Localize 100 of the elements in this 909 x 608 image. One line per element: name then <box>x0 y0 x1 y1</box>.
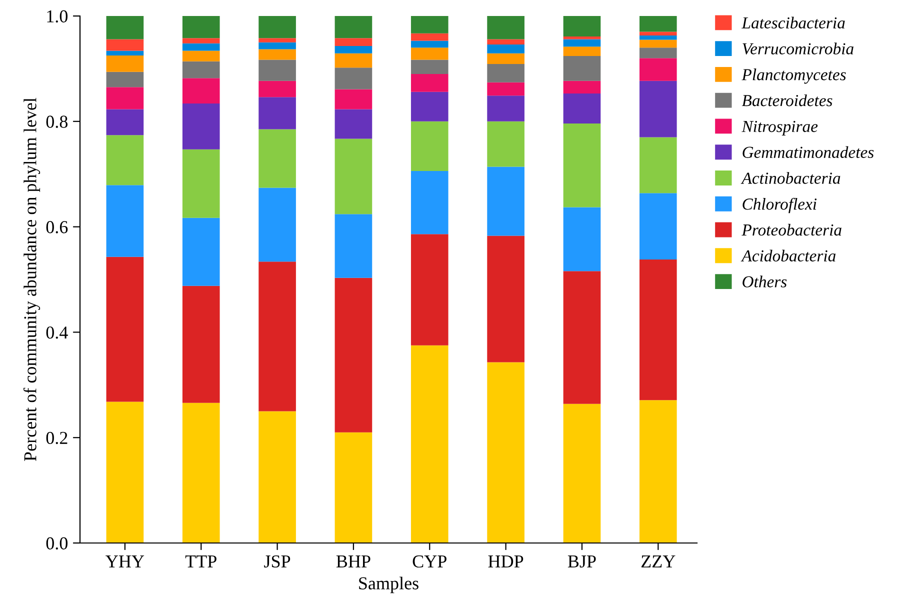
bar <box>258 60 296 81</box>
bar <box>487 236 524 362</box>
bar <box>410 33 448 41</box>
bar <box>334 109 372 139</box>
bar <box>487 166 524 236</box>
bar <box>182 78 220 104</box>
bar <box>639 137 677 194</box>
bar <box>487 82 524 96</box>
bar <box>258 16 296 38</box>
x-tick-label: ZZY <box>641 556 676 568</box>
legend-label: Gemmatimonadetes <box>742 146 874 158</box>
y-axis-title: Percent of community abundance on phylum level <box>23 98 40 461</box>
bar <box>182 43 220 51</box>
bar <box>410 234 448 346</box>
bar <box>106 402 144 543</box>
bar <box>258 42 296 50</box>
bar <box>334 278 372 432</box>
bar <box>182 61 220 78</box>
bar <box>106 135 144 186</box>
bar <box>487 39 524 44</box>
bar <box>563 46 601 56</box>
y-tick-label: 0.8 <box>46 116 68 128</box>
y-tick-label: 0.6 <box>46 221 68 234</box>
bar <box>639 193 677 260</box>
bar <box>410 121 448 171</box>
bar <box>487 96 524 122</box>
x-tick-label: CYP <box>412 555 446 568</box>
bar <box>563 207 601 272</box>
y-tick-label: 0.0 <box>46 537 68 550</box>
bar <box>487 362 524 543</box>
bar <box>487 121 524 167</box>
bar <box>258 97 296 130</box>
legend-label: Chloroflexi <box>742 198 817 214</box>
bar <box>106 56 144 72</box>
bar <box>487 44 524 54</box>
bar <box>106 50 144 56</box>
bar <box>258 80 296 98</box>
bar <box>182 103 220 150</box>
x-tick-label: HDP <box>488 556 524 568</box>
x-tick-label: JSP <box>264 555 290 568</box>
bar <box>106 39 144 51</box>
bar <box>182 50 220 62</box>
bar <box>639 259 677 400</box>
x-tick-label: YHY <box>106 556 144 568</box>
legend-label: Planctomycetes <box>742 68 846 84</box>
bar <box>487 16 524 40</box>
legend-label: Proteobacteria <box>742 224 842 236</box>
y-tick-label: 0.2 <box>46 432 68 444</box>
bar <box>639 32 677 36</box>
bar <box>258 411 296 543</box>
bar <box>563 16 601 37</box>
legend-label: Verrucomicrobia <box>742 42 854 54</box>
legend-label: Acidobacteria <box>740 250 836 262</box>
bar <box>639 40 677 48</box>
bar <box>410 40 448 48</box>
bar <box>639 400 677 543</box>
legend-label: Actinobacteria <box>740 172 840 184</box>
bar <box>106 256 144 402</box>
bar <box>410 92 448 122</box>
bar <box>182 286 220 403</box>
bar <box>410 74 448 92</box>
legend-label: Nitrospirae <box>742 120 818 136</box>
bar <box>258 129 296 188</box>
bar <box>487 53 524 64</box>
bar <box>106 185 144 257</box>
bar <box>334 53 372 68</box>
bar <box>563 404 601 543</box>
bar <box>410 170 448 234</box>
bar <box>334 16 372 38</box>
bar <box>639 80 677 138</box>
bar <box>563 271 601 404</box>
x-tick-label: BHP <box>336 556 370 568</box>
bar <box>334 46 372 54</box>
legend-label: Latescibacteria <box>742 16 845 29</box>
bar <box>334 214 372 278</box>
bar <box>182 16 220 38</box>
x-tick-label: BJP <box>568 556 596 568</box>
bar <box>639 36 677 40</box>
y-tick-label: 1.0 <box>47 10 68 23</box>
bar <box>639 16 677 32</box>
bar <box>563 80 601 94</box>
bar <box>182 402 220 543</box>
bar <box>410 345 448 543</box>
bar <box>258 188 296 262</box>
x-axis-title: Samples <box>359 576 418 594</box>
bar <box>258 49 296 60</box>
bar <box>334 432 372 543</box>
bar <box>487 64 524 82</box>
bar <box>410 60 448 74</box>
bar <box>182 149 220 218</box>
bar <box>334 89 372 110</box>
bar <box>334 68 372 90</box>
bar <box>106 72 144 88</box>
legend-label: Others <box>742 276 787 288</box>
bar <box>106 87 144 110</box>
bar <box>106 16 144 40</box>
bar <box>258 262 296 412</box>
bar <box>182 38 220 44</box>
bar <box>410 48 448 60</box>
bar <box>334 138 372 214</box>
